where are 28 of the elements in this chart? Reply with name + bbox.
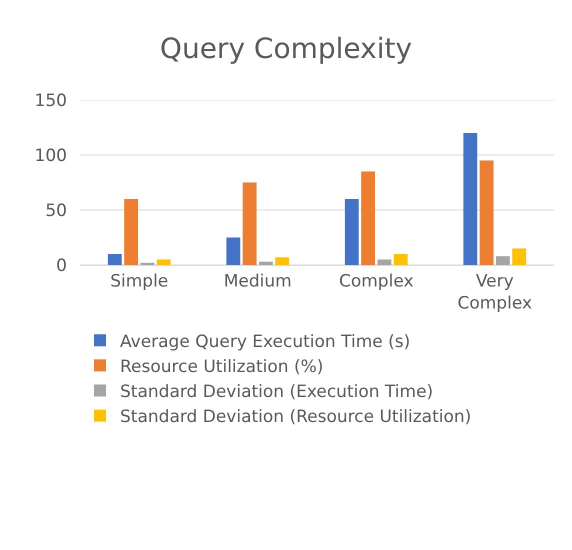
x-tick-label: Medium — [224, 271, 292, 292]
legend-label: Average Query Execution Time (s) — [120, 332, 410, 352]
bar — [361, 172, 376, 265]
bar — [480, 160, 494, 265]
legend-label: Standard Deviation (Resource Utilization) — [120, 407, 472, 428]
bar — [226, 238, 240, 265]
bar — [394, 254, 408, 265]
x-tick-label: Simple — [110, 271, 168, 292]
bar — [377, 260, 392, 265]
bar — [258, 262, 273, 265]
legend-label: Standard Deviation (Execution Time) — [120, 382, 434, 402]
bar — [496, 256, 510, 265]
x-tick-label: Complex — [338, 271, 414, 292]
x-tick-label: Very Complex — [457, 271, 532, 314]
y-tick-label: 150 — [34, 90, 67, 111]
y-tick-label: 0 — [56, 256, 67, 276]
bar — [108, 254, 122, 265]
chart-title: Query Complexity — [160, 32, 412, 66]
bar — [124, 199, 138, 265]
bar — [512, 248, 526, 265]
bar — [242, 182, 257, 265]
y-tick-label: 100 — [34, 146, 67, 166]
bar — [156, 260, 171, 265]
bar — [275, 257, 290, 265]
bar — [463, 133, 478, 265]
y-tick-label: 50 — [45, 200, 67, 221]
legend-label: Resource Utilization (%) — [120, 357, 324, 378]
bar — [344, 199, 359, 265]
